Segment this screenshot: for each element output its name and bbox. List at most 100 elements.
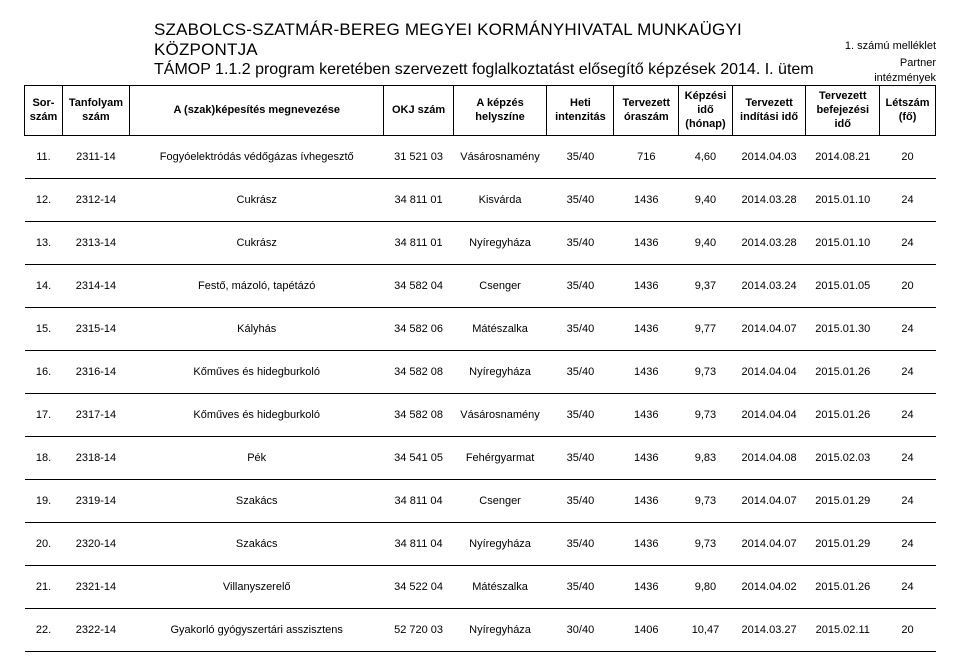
table-cell: 2015.01.05 — [806, 265, 880, 308]
table-cell: Csenger — [453, 265, 547, 308]
table-cell: Nyíregyháza — [453, 609, 547, 652]
table-cell: 9,73 — [679, 523, 733, 566]
col-inditas: Tervezettindítási idő — [732, 86, 806, 136]
table-cell: 14. — [25, 265, 63, 308]
table-cell: 34 582 06 — [384, 308, 453, 351]
table-cell: 35/40 — [547, 523, 614, 566]
annex-line2: Partner intézmények — [837, 56, 936, 85]
table-cell: 20. — [25, 523, 63, 566]
table-cell: 1436 — [614, 523, 679, 566]
col-okj: OKJ szám — [384, 86, 453, 136]
table-cell: Kisvárda — [453, 179, 547, 222]
table-cell: 35/40 — [547, 437, 614, 480]
col-helyszin: A képzéshelyszíne — [453, 86, 547, 136]
table-cell: 2015.01.29 — [806, 480, 880, 523]
table-cell: 24 — [880, 480, 936, 523]
table-cell: 2315-14 — [62, 308, 129, 351]
table-row: 13.2313-14Cukrász34 811 01Nyíregyháza35/… — [25, 222, 936, 265]
table-cell: 2314-14 — [62, 265, 129, 308]
table-cell: 34 811 01 — [384, 179, 453, 222]
table-cell: 11. — [25, 136, 63, 179]
table-cell: 2318-14 — [62, 437, 129, 480]
table-cell: 2322-14 — [62, 609, 129, 652]
table-cell: 24 — [880, 222, 936, 265]
table-cell: 2014.04.07 — [732, 480, 806, 523]
table-cell: 2015.02.03 — [806, 437, 880, 480]
table-cell: 9,73 — [679, 351, 733, 394]
table-cell: 2014.04.02 — [732, 566, 806, 609]
table-cell: 2015.01.26 — [806, 351, 880, 394]
table-cell: 20 — [880, 136, 936, 179]
table-cell: 52 720 03 — [384, 609, 453, 652]
table-cell: 34 582 08 — [384, 394, 453, 437]
table-row: 16.2316-14Kőműves és hidegburkoló34 582 … — [25, 351, 936, 394]
table-cell: Villanyszerelő — [129, 566, 384, 609]
table-cell: 4,60 — [679, 136, 733, 179]
table-cell: Kőműves és hidegburkoló — [129, 351, 384, 394]
table-cell: 24 — [880, 351, 936, 394]
table-cell: 1436 — [614, 394, 679, 437]
table-cell: Kőműves és hidegburkoló — [129, 394, 384, 437]
table-cell: 1436 — [614, 437, 679, 480]
table-cell: 1436 — [614, 308, 679, 351]
table-cell: 34 582 08 — [384, 351, 453, 394]
table-cell: 2015.02.11 — [806, 609, 880, 652]
table-cell: 20 — [880, 609, 936, 652]
table-cell: 12. — [25, 179, 63, 222]
table-cell: 2014.03.28 — [732, 179, 806, 222]
table-cell: 9,80 — [679, 566, 733, 609]
table-cell: 2317-14 — [62, 394, 129, 437]
table-cell: 9,40 — [679, 222, 733, 265]
table-cell: 1436 — [614, 179, 679, 222]
table-cell: 35/40 — [547, 265, 614, 308]
table-cell: 24 — [880, 566, 936, 609]
table-cell: 24 — [880, 394, 936, 437]
title-block: SZABOLCS-SZATMÁR-BEREG MEGYEI KORMÁNYHIV… — [24, 20, 837, 85]
table-cell: 9,83 — [679, 437, 733, 480]
table-cell: 2312-14 — [62, 179, 129, 222]
table-cell: 1436 — [614, 222, 679, 265]
table-cell: 2014.03.28 — [732, 222, 806, 265]
table-cell: Szakács — [129, 480, 384, 523]
table-cell: 1406 — [614, 609, 679, 652]
table-cell: 21. — [25, 566, 63, 609]
table-cell: 17. — [25, 394, 63, 437]
col-letszam: Létszám(fő) — [880, 86, 936, 136]
table-cell: 31 521 03 — [384, 136, 453, 179]
table-cell: 9,77 — [679, 308, 733, 351]
table-cell: Cukrász — [129, 179, 384, 222]
table-cell: 2014.03.24 — [732, 265, 806, 308]
table-cell: 1436 — [614, 566, 679, 609]
table-header-row: Sor-szám Tanfolyamszám A (szak)képesítés… — [25, 86, 936, 136]
table-cell: Mátészalka — [453, 308, 547, 351]
table-cell: Csenger — [453, 480, 547, 523]
table-cell: 2014.04.04 — [732, 394, 806, 437]
col-heti: Hetiintenzitás — [547, 86, 614, 136]
table-cell: 2014.04.07 — [732, 523, 806, 566]
table-cell: Nyíregyháza — [453, 523, 547, 566]
table-cell: Szakács — [129, 523, 384, 566]
table-cell: Nyíregyháza — [453, 222, 547, 265]
table-cell: 1436 — [614, 265, 679, 308]
table-row: 11.2311-14Fogyóelektródás védőgázas ívhe… — [25, 136, 936, 179]
table-cell: 2321-14 — [62, 566, 129, 609]
table-cell: 9,37 — [679, 265, 733, 308]
table-cell: 9,73 — [679, 480, 733, 523]
table-cell: 1436 — [614, 480, 679, 523]
table-row: 21.2321-14Villanyszerelő34 522 04Mátésza… — [25, 566, 936, 609]
table-cell: Vásárosnamény — [453, 394, 547, 437]
table-row: 14.2314-14Festő, mázoló, tapétázó34 582 … — [25, 265, 936, 308]
page-header: SZABOLCS-SZATMÁR-BEREG MEGYEI KORMÁNYHIV… — [24, 20, 936, 85]
table-cell: 24 — [880, 179, 936, 222]
table-cell: 35/40 — [547, 308, 614, 351]
col-megnevezes: A (szak)képesítés megnevezése — [129, 86, 384, 136]
table-cell: 2015.01.10 — [806, 222, 880, 265]
table-row: 19.2319-14Szakács34 811 04Csenger35/4014… — [25, 480, 936, 523]
annex-block: 1. számú melléklet Partner intézmények — [837, 39, 936, 85]
table-cell: 2015.01.30 — [806, 308, 880, 351]
title-line2: TÁMOP 1.1.2 program keretében szervezett… — [154, 61, 837, 79]
table-cell: Vásárosnamény — [453, 136, 547, 179]
table-row: 18.2318-14Pék34 541 05Fehérgyarmat35/401… — [25, 437, 936, 480]
table-cell: 35/40 — [547, 351, 614, 394]
table-cell: Fehérgyarmat — [453, 437, 547, 480]
